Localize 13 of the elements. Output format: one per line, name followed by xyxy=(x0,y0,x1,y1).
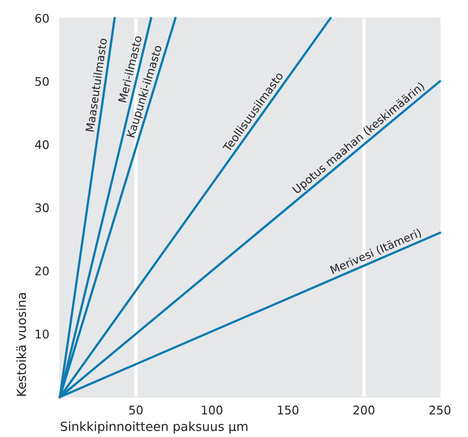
y-axis-title: Kestoikä vuosina xyxy=(16,293,26,396)
y-tick-label: 20 xyxy=(35,266,49,276)
x-tick-label: 250 xyxy=(430,406,450,414)
x-tick-label: 150 xyxy=(278,406,298,414)
x-axis-title: Sinkkipinnoitteen paksuus µm xyxy=(60,421,248,434)
y-tick-label: 10 xyxy=(36,330,49,339)
y-tick-label: 40 xyxy=(35,140,49,150)
y-tick-label: 50 xyxy=(35,77,49,86)
y-tick-label: 30 xyxy=(35,203,49,212)
y-tick-label: 60 xyxy=(35,14,49,23)
x-tick-label: 200 xyxy=(354,406,374,414)
x-tick-label: 100 xyxy=(202,406,222,414)
x-tick-label: 50 xyxy=(129,406,143,414)
